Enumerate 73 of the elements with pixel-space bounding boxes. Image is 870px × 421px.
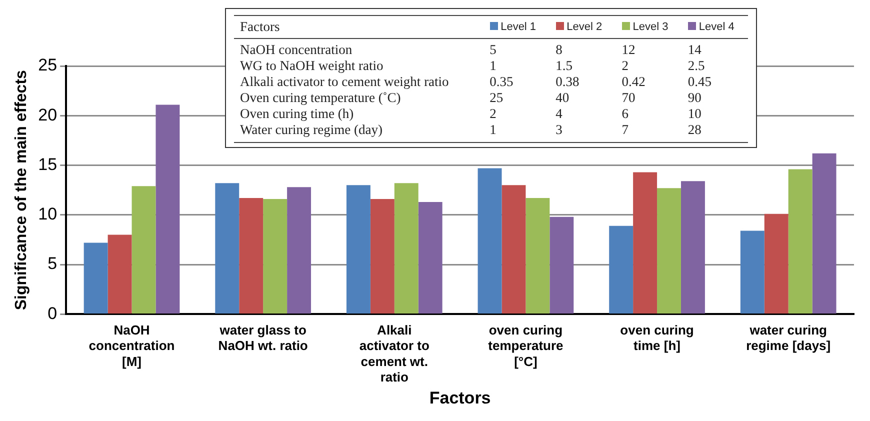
annotation: 2 bbox=[488, 106, 498, 122]
bar bbox=[812, 153, 836, 314]
bar bbox=[132, 186, 156, 314]
x-tick-label: water glass to NaOH wt. ratio bbox=[218, 322, 308, 354]
legend-label: Level 2 bbox=[566, 20, 604, 35]
bar bbox=[740, 230, 764, 314]
bar bbox=[215, 183, 240, 314]
annotation: 40 bbox=[554, 90, 570, 106]
x-tick-label: Alkali activator to cement wt. ratio bbox=[359, 322, 430, 384]
annotation: 3 bbox=[554, 122, 564, 139]
bar bbox=[633, 172, 658, 314]
bar bbox=[680, 181, 705, 314]
bar bbox=[370, 199, 394, 314]
y-tick-label: 10 bbox=[38, 204, 58, 224]
y-tick-label: 0 bbox=[48, 304, 58, 323]
bar bbox=[394, 183, 418, 314]
bar bbox=[609, 226, 634, 314]
y-tick-label: 20 bbox=[38, 105, 58, 124]
annotation: 1.5 bbox=[554, 58, 574, 74]
y-tick-label: 15 bbox=[38, 154, 58, 174]
annotation: 25 bbox=[488, 90, 504, 106]
x-tick-label: oven curing time [h] bbox=[620, 322, 694, 354]
bar bbox=[287, 187, 312, 314]
annotation: 0.35 bbox=[488, 74, 514, 90]
legend-label: Level 4 bbox=[698, 20, 736, 35]
bar bbox=[526, 198, 550, 314]
bar bbox=[263, 199, 288, 314]
bar bbox=[84, 242, 108, 314]
annotation: Oven curing temperature (˚C) bbox=[239, 90, 402, 106]
legend-label: Level 3 bbox=[632, 20, 670, 35]
bar bbox=[418, 202, 442, 314]
annotation: Water curing regime (day) bbox=[239, 122, 384, 139]
text: 8 bbox=[554, 41, 564, 58]
annotation: 28 bbox=[686, 122, 702, 139]
y-tick-label: 25 bbox=[38, 56, 58, 75]
bar bbox=[764, 214, 788, 314]
text: NaOH concentration bbox=[239, 41, 354, 58]
annotation: WG to NaOH weight ratio bbox=[239, 58, 384, 74]
x-tick-label: NaOH concentration [M] bbox=[88, 322, 175, 369]
bar bbox=[156, 104, 180, 314]
annotation: 6 bbox=[620, 106, 630, 122]
text: 5 bbox=[488, 41, 498, 58]
bar bbox=[346, 185, 370, 314]
annotation: 90 bbox=[686, 90, 702, 106]
bar bbox=[239, 198, 264, 314]
annotation: 70 bbox=[620, 90, 636, 106]
legend-label: Level 1 bbox=[500, 20, 538, 35]
annotation: 0.45 bbox=[686, 74, 712, 90]
bar bbox=[550, 216, 574, 314]
bar bbox=[657, 188, 681, 314]
bar bbox=[502, 185, 526, 314]
annotation: Alkali activator to cement weight ratio bbox=[239, 74, 450, 90]
text: Factors bbox=[239, 18, 281, 36]
x-tick-label: water curing regime [days] bbox=[746, 322, 831, 354]
annotation: 1 bbox=[488, 122, 498, 139]
annotation: 2.5 bbox=[686, 58, 706, 74]
annotation: 2 bbox=[620, 58, 630, 74]
x-tick-label: oven curing temperature [°C] bbox=[488, 322, 564, 369]
bar bbox=[788, 169, 812, 314]
text: 12 bbox=[620, 41, 636, 58]
annotation: 0.38 bbox=[554, 74, 580, 90]
y-axis-title: Significance of the main effects bbox=[13, 70, 30, 310]
annotation: 1 bbox=[488, 58, 498, 74]
annotation: 0.42 bbox=[620, 74, 646, 90]
text: 14 bbox=[686, 41, 702, 58]
bar bbox=[478, 168, 502, 314]
y-tick-label: 5 bbox=[48, 254, 58, 274]
annotation: 10 bbox=[686, 106, 702, 122]
bar bbox=[108, 234, 132, 314]
annotation: 7 bbox=[620, 122, 630, 139]
x-axis-title: Factors bbox=[429, 388, 491, 408]
annotation: 4 bbox=[554, 106, 564, 122]
annotation: Oven curing time (h) bbox=[239, 106, 355, 122]
